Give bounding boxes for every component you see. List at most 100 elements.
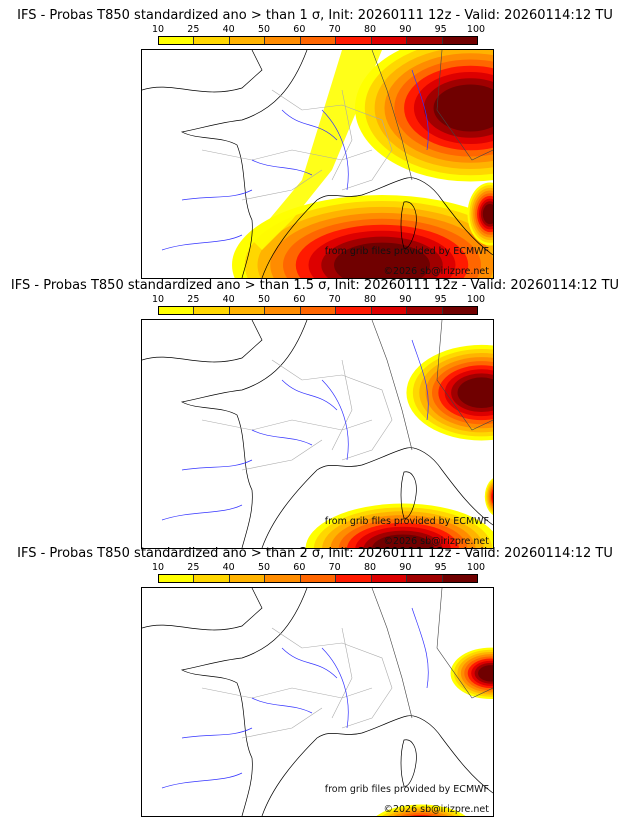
- probability-contour: [409, 814, 433, 816]
- colorbar-cell: [442, 575, 477, 582]
- probability-map: from grib files provided by ECMWF ©2026 …: [141, 49, 494, 279]
- coastline: [261, 715, 493, 816]
- colorbar-cell: [229, 37, 266, 44]
- probability-contour: [334, 242, 430, 278]
- coastline: [180, 320, 308, 548]
- colorbar-cell: [194, 37, 230, 44]
- colorbar-tick: 25: [187, 562, 200, 573]
- colorbar-cell: [159, 575, 195, 582]
- colorbar-cell: [159, 307, 195, 314]
- map-canvas: [142, 50, 493, 278]
- region-borders: [201, 89, 393, 201]
- probability-map: from grib files provided by ECMWF ©2026 …: [141, 319, 494, 549]
- colorbar-tick: 50: [257, 294, 271, 305]
- colorbar-tick: 95: [434, 294, 447, 305]
- rivers: [161, 607, 429, 789]
- colorbar-tick: 90: [399, 24, 412, 35]
- region-borders: [201, 359, 393, 471]
- colorbar-cell: [336, 37, 372, 44]
- panel-title: IFS - Probas T850 standardized ano > tha…: [17, 546, 613, 561]
- colorbar-tick: 25: [187, 294, 200, 305]
- colorbar-labels: 10 25 40 50 60 70 80 90 95 100: [152, 562, 485, 573]
- colorbar-cell: [336, 307, 372, 314]
- colorbar-cell: [300, 575, 337, 582]
- probability-contour: [482, 203, 493, 225]
- colorbar-cell: [300, 37, 337, 44]
- copyright-credit: ©2026 sb@irizpre.net: [383, 804, 489, 815]
- copyright-credit: ©2026 sb@irizpre.net: [383, 266, 489, 277]
- colorbar-tick: 10: [151, 24, 165, 35]
- colorbar-tick: 100: [466, 562, 486, 573]
- region-borders: [201, 627, 393, 739]
- forecast-panel-1: IFS - Probas T850 standardized ano > tha…: [0, 0, 630, 279]
- country-borders: [371, 320, 493, 451]
- colorbar-cell: [407, 307, 443, 314]
- probability-contour: [457, 377, 493, 408]
- country-borders: [371, 50, 493, 181]
- colorbar-cell: [300, 307, 337, 314]
- coastline: [180, 50, 308, 278]
- probability-contour: [433, 84, 493, 132]
- colorbar-cell: [265, 575, 301, 582]
- colorbar-cell: [407, 575, 443, 582]
- probability-contour: [492, 492, 493, 501]
- colorbar-cell: [159, 37, 195, 44]
- colorbar-cell: [371, 575, 408, 582]
- map-canvas: [142, 588, 493, 816]
- probability-contour: [491, 489, 493, 505]
- colorbar-tick: 60: [293, 24, 306, 35]
- forecast-panel-3: IFS - Probas T850 standardized ano > tha…: [0, 538, 630, 817]
- colorbar-cell: [442, 37, 477, 44]
- coastline: [261, 177, 493, 278]
- copyright-credit: ©2026 sb@irizpre.net: [383, 536, 489, 547]
- colorbar-cell: [265, 307, 301, 314]
- colorbar-tick: 40: [222, 294, 235, 305]
- colorbar-tick: 95: [434, 562, 447, 573]
- colorbar-cell: [194, 307, 230, 314]
- probability-map: from grib files provided by ECMWF ©2026 …: [141, 587, 494, 817]
- colorbar-tick: 70: [328, 562, 341, 573]
- colorbar-cell: [194, 575, 230, 582]
- colorbar-tick: 100: [466, 294, 486, 305]
- corsica-coastline: [400, 471, 417, 519]
- panel-title: IFS - Probas T850 standardized ano > tha…: [17, 8, 613, 23]
- rivers: [161, 339, 429, 521]
- colorbar-tick: 70: [328, 294, 341, 305]
- colorbar-tick: 80: [363, 562, 377, 573]
- colorbar-tick: 70: [328, 24, 341, 35]
- map-canvas: [142, 320, 493, 548]
- coastline: [180, 588, 308, 816]
- source-credit: from grib files provided by ECMWF: [324, 784, 489, 795]
- corsica-coastline: [400, 201, 417, 249]
- probability-contour: [252, 50, 382, 250]
- colorbar-tick: 50: [257, 562, 271, 573]
- rivers: [161, 69, 429, 251]
- probability-contour: [400, 812, 442, 816]
- forecast-panel-2: IFS - Probas T850 standardized ano > tha…: [0, 270, 630, 549]
- coastline: [261, 447, 493, 548]
- colorbar-cell: [229, 575, 266, 582]
- colorbar-tick: 80: [363, 24, 377, 35]
- colorbar-tick: 90: [399, 294, 412, 305]
- colorbar: [158, 36, 478, 45]
- colorbar-cell: [265, 37, 301, 44]
- colorbar-cell: [371, 37, 408, 44]
- colorbar-labels: 10 25 40 50 60 70 80 90 95 100: [152, 294, 485, 305]
- colorbar-tick: 60: [293, 294, 306, 305]
- corsica-coastline: [400, 739, 417, 787]
- colorbar-cell: [336, 575, 372, 582]
- colorbar-cell: [407, 37, 443, 44]
- colorbar-tick: 25: [187, 24, 200, 35]
- probability-contour: [371, 534, 435, 548]
- colorbar: [158, 306, 478, 315]
- colorbar-tick: 10: [151, 294, 165, 305]
- colorbar-tick: 40: [222, 562, 235, 573]
- panel-title: IFS - Probas T850 standardized ano > tha…: [10, 278, 620, 293]
- coastline: [142, 320, 263, 363]
- probability-contour: [478, 665, 493, 682]
- colorbar-tick: 40: [222, 24, 235, 35]
- colorbar-cell: [371, 307, 408, 314]
- country-borders: [371, 588, 493, 719]
- colorbar-labels: 10 25 40 50 60 70 80 90 95 100: [152, 24, 485, 35]
- source-credit: from grib files provided by ECMWF: [324, 246, 489, 257]
